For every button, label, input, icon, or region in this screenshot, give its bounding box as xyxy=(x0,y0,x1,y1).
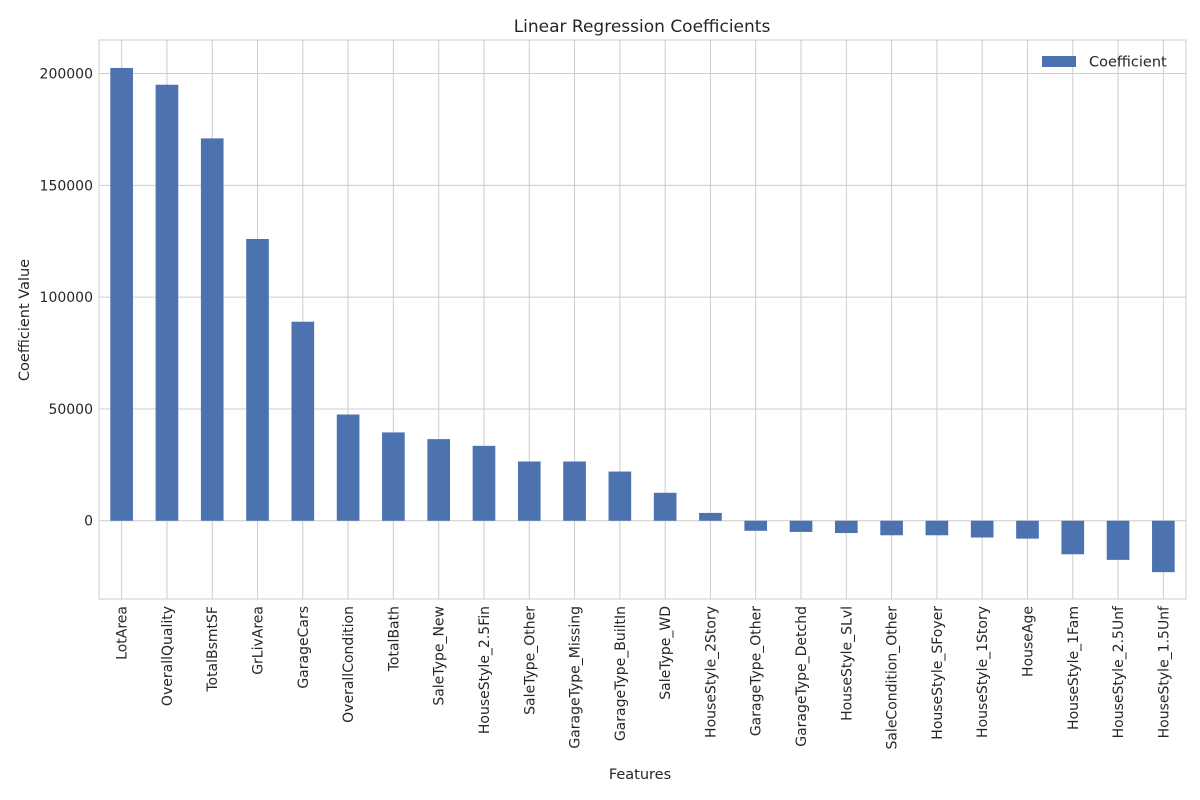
y-tick-label: 100000 xyxy=(40,290,93,306)
x-tick-label: SaleType_New xyxy=(432,606,448,706)
y-tick-label: 50000 xyxy=(48,402,93,418)
x-tick-label: OverallCondition xyxy=(341,606,357,723)
bar xyxy=(970,520,994,538)
bar xyxy=(1106,520,1130,560)
x-tick-label: GarageType_Missing xyxy=(568,606,584,749)
x-tick-label: GrLivArea xyxy=(251,606,267,675)
x-tick-label: LotArea xyxy=(115,606,131,660)
x-axis-title: Features xyxy=(609,767,671,783)
y-tick-label: 0 xyxy=(84,514,93,530)
x-tick-label: HouseAge xyxy=(1020,606,1036,677)
legend-swatch xyxy=(1042,56,1076,67)
bar xyxy=(1061,520,1085,555)
y-tick-label: 200000 xyxy=(40,67,93,83)
x-tick-label: HouseStyle_1Fam xyxy=(1066,606,1082,730)
y-tick-labels: 0 50000 100000 150000 200000 xyxy=(40,67,93,530)
x-tick-label: HouseStyle_2Story xyxy=(703,606,719,738)
x-tick-label: OverallQuality xyxy=(160,606,176,706)
bar xyxy=(291,321,315,521)
bar xyxy=(1016,520,1039,539)
x-tick-label: TotalBath xyxy=(386,606,402,672)
bar xyxy=(563,461,586,521)
x-tick-labels: LotArea OverallQuality TotalBsmtSF GrLivAre… xyxy=(115,605,1173,750)
x-tick-label: HouseStyle_2.5Fin xyxy=(477,606,493,734)
bar xyxy=(608,471,632,521)
bar xyxy=(789,520,813,532)
x-tick-label: SaleType_WD xyxy=(658,606,674,700)
x-tick-label: HouseStyle_2.5Unf xyxy=(1111,605,1127,738)
bar xyxy=(744,520,768,531)
bar xyxy=(1152,520,1175,573)
bar xyxy=(834,520,858,534)
chart-title: Linear Regression Coefficients xyxy=(514,17,771,37)
bars xyxy=(110,67,1175,573)
x-tick-label: GarageType_Detchd xyxy=(794,606,810,747)
bar xyxy=(699,512,722,521)
plot-frame xyxy=(98,39,1187,600)
bar xyxy=(517,461,541,521)
bar xyxy=(925,520,949,536)
x-tick-label: TotalBsmtSF xyxy=(205,606,221,693)
x-tick-label: GarageType_BuiltIn xyxy=(613,606,629,741)
bar xyxy=(382,432,405,521)
x-tick-label: HouseStyle_SLvl xyxy=(839,606,855,721)
bar xyxy=(200,138,224,521)
x-tick-label: SaleCondition_Other xyxy=(885,606,901,750)
x-tick-label: GarageCars xyxy=(296,606,312,689)
bar xyxy=(336,414,360,521)
bar xyxy=(880,520,903,536)
bar xyxy=(427,439,451,521)
x-tick-label: HouseStyle_SFoyer xyxy=(930,606,946,740)
x-tick-label: GarageType_Other xyxy=(749,606,765,736)
bar xyxy=(653,492,677,521)
y-axis-title: Coefficient Value xyxy=(17,259,33,381)
legend: Coefficient xyxy=(1042,55,1167,71)
legend-label: Coefficient xyxy=(1089,55,1167,71)
bar xyxy=(472,445,496,521)
bar xyxy=(155,84,179,521)
x-tick-label: HouseStyle_1.5Unf xyxy=(1156,605,1172,738)
bar xyxy=(246,239,269,521)
x-tick-label: HouseStyle_1Story xyxy=(975,606,991,738)
bar xyxy=(110,67,133,521)
x-tick-label: SaleType_Other xyxy=(522,606,538,715)
y-tick-label: 150000 xyxy=(40,178,93,194)
